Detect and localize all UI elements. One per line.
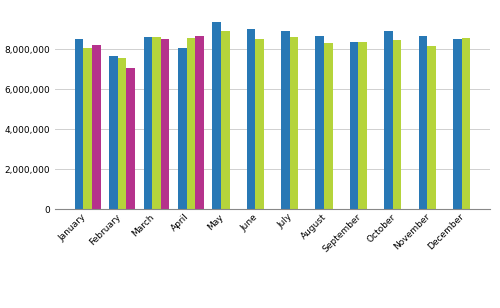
Bar	[324, 43, 332, 209]
Bar	[178, 48, 186, 209]
Bar	[358, 42, 367, 209]
Bar	[350, 42, 358, 209]
Bar	[212, 22, 221, 209]
Bar	[84, 48, 92, 209]
Bar	[316, 36, 324, 209]
Bar	[109, 56, 118, 209]
Bar	[418, 36, 427, 209]
Bar	[126, 68, 135, 209]
Bar	[92, 45, 100, 209]
Bar	[75, 39, 84, 209]
Bar	[281, 31, 289, 209]
Bar	[160, 39, 170, 209]
Bar	[221, 31, 230, 209]
Bar	[453, 39, 462, 209]
Bar	[256, 39, 264, 209]
Bar	[246, 29, 256, 209]
Bar	[427, 46, 436, 209]
Bar	[393, 40, 402, 209]
Bar	[186, 38, 195, 209]
Bar	[144, 37, 152, 209]
Bar	[290, 37, 298, 209]
Bar	[195, 36, 203, 209]
Bar	[462, 38, 470, 209]
Bar	[118, 58, 126, 209]
Bar	[384, 31, 393, 209]
Bar	[152, 37, 160, 209]
